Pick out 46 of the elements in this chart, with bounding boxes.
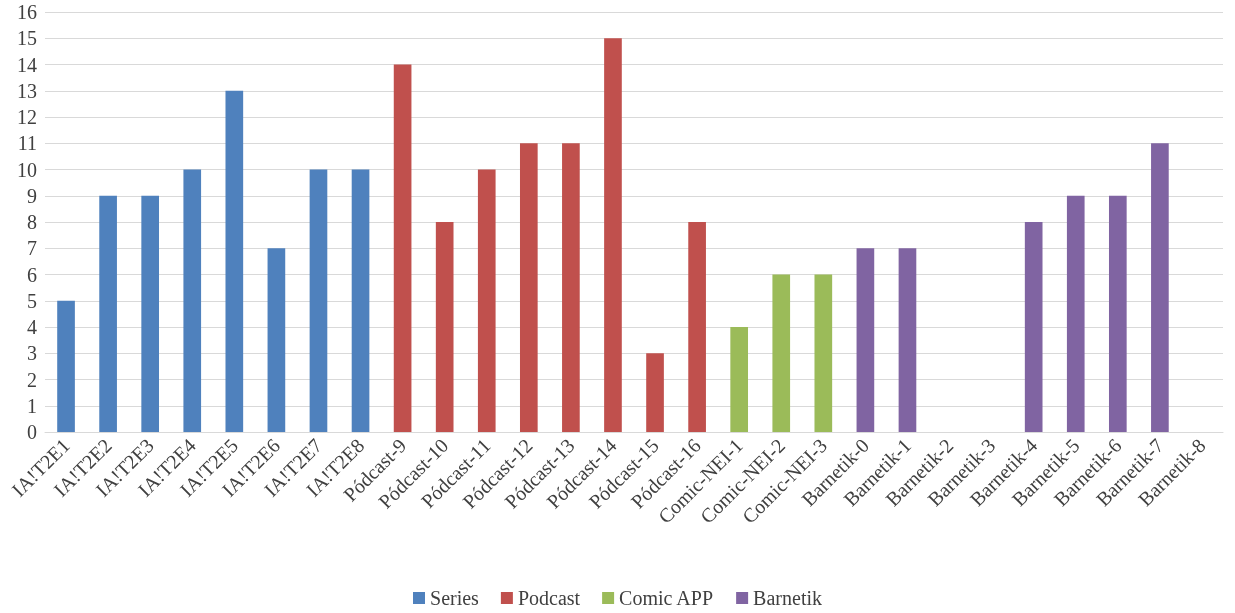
legend-label: Series xyxy=(430,587,480,609)
bar xyxy=(393,64,412,432)
bar xyxy=(1108,195,1127,432)
bar xyxy=(730,327,749,432)
bar xyxy=(604,38,622,432)
bar xyxy=(351,169,370,432)
bar xyxy=(519,143,538,432)
y-tick-label: 9 xyxy=(27,184,37,207)
bar xyxy=(814,274,833,432)
bar xyxy=(99,195,117,432)
y-tick-label: 4 xyxy=(27,316,37,338)
y-tick-label: 0 xyxy=(27,421,37,443)
bar xyxy=(57,300,75,432)
bar xyxy=(309,169,328,432)
y-tick-label: 15 xyxy=(17,27,37,50)
y-tick-label: 2 xyxy=(27,368,37,391)
bar xyxy=(1024,222,1043,432)
y-tick-label: 14 xyxy=(17,53,37,76)
bar xyxy=(141,195,160,432)
legend-label: Comic APP xyxy=(619,587,714,609)
y-tick-label: 3 xyxy=(27,342,37,365)
y-tick-label: 7 xyxy=(27,237,37,260)
y-tick-label: 6 xyxy=(27,263,37,286)
legend-label: Podcast xyxy=(517,587,581,609)
y-tick-label: 11 xyxy=(17,132,37,155)
bar xyxy=(772,274,791,432)
bar xyxy=(562,143,580,432)
bar xyxy=(183,169,202,432)
bar xyxy=(1151,143,1169,432)
bar xyxy=(477,169,496,432)
y-tick-label: 10 xyxy=(17,158,37,181)
y-tick-label: 1 xyxy=(27,394,37,417)
bar xyxy=(688,222,706,432)
y-tick-label: 13 xyxy=(17,79,37,102)
y-tick-label: 8 xyxy=(27,211,37,233)
bar xyxy=(898,248,917,432)
y-tick-label: 16 xyxy=(17,1,37,23)
bar xyxy=(1066,195,1085,432)
bar xyxy=(225,90,244,432)
bar xyxy=(856,248,875,432)
y-tick-label: 5 xyxy=(27,289,37,312)
y-tick-label: 12 xyxy=(17,106,37,128)
bar xyxy=(267,248,286,432)
bar xyxy=(646,353,664,432)
bar xyxy=(435,222,454,432)
legend-label: Barnetik xyxy=(753,587,822,609)
